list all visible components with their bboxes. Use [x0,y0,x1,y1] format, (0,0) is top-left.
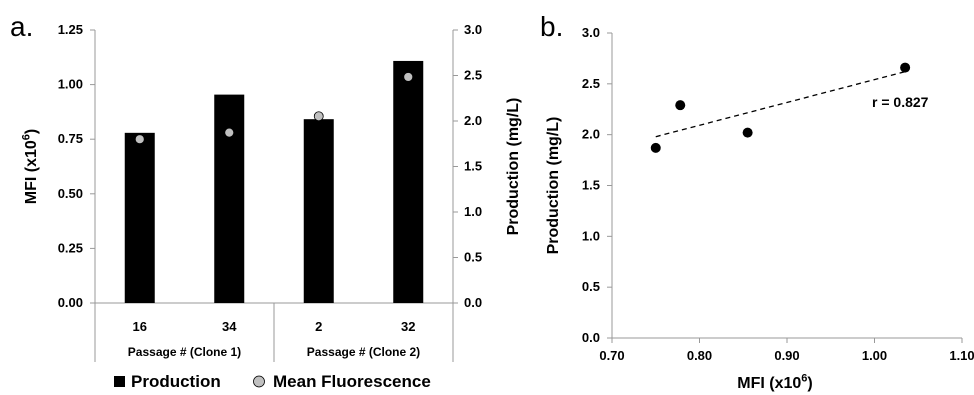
right-y-tick-label: 1.0 [464,204,482,219]
trendline [655,71,906,138]
panel-b-scatter-chart: 0.0 0.5 1.0 1.5 2.0 2.5 3.0 0.70 0.80 0.90 1.00 1.1… [545,25,974,392]
production-bar [124,132,155,303]
right-y-tick-label: 3.0 [464,22,482,37]
production-bar [303,119,334,304]
x-tick-label: 0.80 [687,348,712,363]
category-label: 16 [133,319,147,334]
left-y-axis-title: MFI (x106) [21,129,40,204]
scatter-point [742,127,753,138]
left-y-tick-label: 1.00 [58,77,83,92]
left-y-tick-label: 0.50 [58,186,83,201]
y-tick-label: 2.0 [582,127,600,142]
group-label: Passage # (Clone 1) [128,345,241,359]
y-tick-label: 2.5 [582,76,600,91]
scatter-point [675,100,686,111]
legend-production-swatch [114,376,125,387]
correlation-annotation: r = 0.827 [872,94,929,110]
y-tick-label: 1.5 [582,178,600,193]
right-y-tick-label: 0.0 [464,295,482,310]
right-y-axis-title: Production (mg/L) [505,98,522,236]
x-tick-label: 0.70 [599,348,624,363]
left-y-tick-label: 0.75 [58,131,83,146]
legend-fluorescence-swatch [253,375,265,388]
category-label: 34 [222,319,237,334]
group-label: Passage # (Clone 2) [307,345,420,359]
y-tick-label: 0.0 [582,330,600,345]
panel-b-label: b. [540,11,563,42]
production-bar [393,60,424,303]
y-tick-label: 0.5 [582,279,600,294]
category-label: 2 [315,319,322,334]
mean-fluorescence-point [403,72,414,82]
category-label: 32 [401,319,415,334]
right-y-tick-label: 2.5 [464,68,482,83]
x-axis-title: MFI (x106) [737,373,812,392]
scatter-point [650,142,661,153]
mean-fluorescence-point [313,111,324,122]
legend-fluorescence-label: Mean Fluorescence [273,372,431,391]
panel-a-bar-chart: 0.00 0.25 0.50 0.75 1.00 1.25 0.0 0.5 1.0 1.5 2.0 2… [21,22,522,391]
legend-production-label: Production [131,372,221,391]
x-tick-label: 1.10 [949,348,974,363]
x-tick-label: 1.00 [862,348,887,363]
y-axis-title: Production (mg/L) [545,117,562,255]
x-tick-label: 0.90 [774,348,799,363]
production-bar [214,94,245,303]
right-y-tick-label: 2.0 [464,113,482,128]
left-y-tick-label: 1.25 [58,22,83,37]
left-y-tick-label: 0.00 [58,295,83,310]
mean-fluorescence-point [224,127,235,138]
panel-a-label: a. [10,11,33,42]
scatter-point [900,62,911,73]
mean-fluorescence-point [134,134,145,145]
right-y-tick-label: 0.5 [464,250,482,265]
y-tick-label: 3.0 [582,25,600,40]
y-tick-label: 1.0 [582,228,600,243]
left-y-tick-label: 0.25 [58,240,83,255]
right-y-tick-label: 1.5 [464,159,482,174]
